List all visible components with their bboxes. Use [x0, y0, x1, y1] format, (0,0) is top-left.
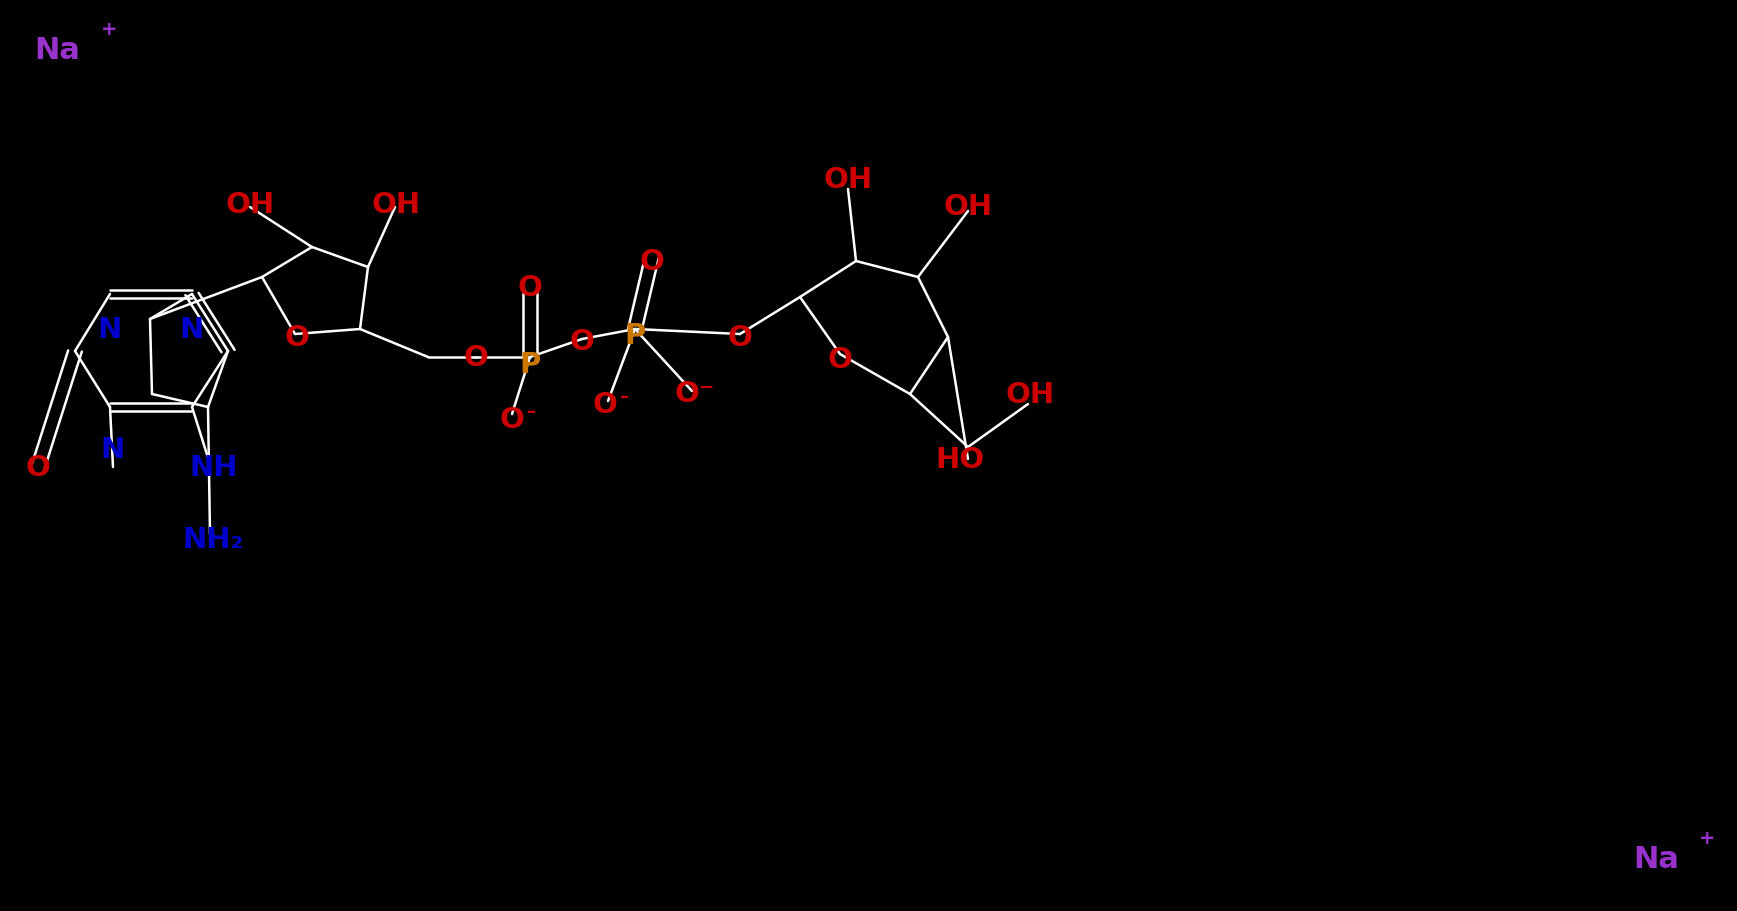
Text: –: –: [620, 387, 629, 405]
Text: +: +: [1699, 828, 1714, 846]
Text: O: O: [518, 273, 542, 302]
Text: N: N: [101, 435, 125, 464]
Text: OH: OH: [226, 190, 274, 219]
Text: P: P: [519, 351, 540, 379]
Text: O: O: [639, 248, 665, 276]
Text: P: P: [624, 322, 646, 350]
Text: Na: Na: [1633, 844, 1678, 873]
Text: +: +: [101, 20, 116, 38]
Text: O: O: [464, 343, 488, 372]
Text: NH: NH: [189, 454, 238, 482]
Text: –: –: [528, 403, 537, 421]
Text: NH₂: NH₂: [182, 526, 243, 553]
Text: Na: Na: [35, 36, 80, 65]
Text: O: O: [285, 323, 309, 352]
Text: O: O: [827, 345, 853, 374]
Text: N: N: [97, 315, 122, 343]
Text: O: O: [500, 405, 525, 434]
Text: O: O: [570, 328, 594, 355]
Text: N: N: [181, 315, 205, 343]
Text: O: O: [592, 391, 617, 418]
Text: O⁻: O⁻: [674, 380, 716, 407]
Text: OH: OH: [823, 166, 872, 194]
Text: OH: OH: [1006, 381, 1054, 408]
Text: OH: OH: [372, 190, 420, 219]
Text: O: O: [728, 323, 752, 352]
Text: OH: OH: [943, 193, 992, 220]
Text: O: O: [26, 454, 50, 482]
Text: HO: HO: [936, 445, 985, 474]
